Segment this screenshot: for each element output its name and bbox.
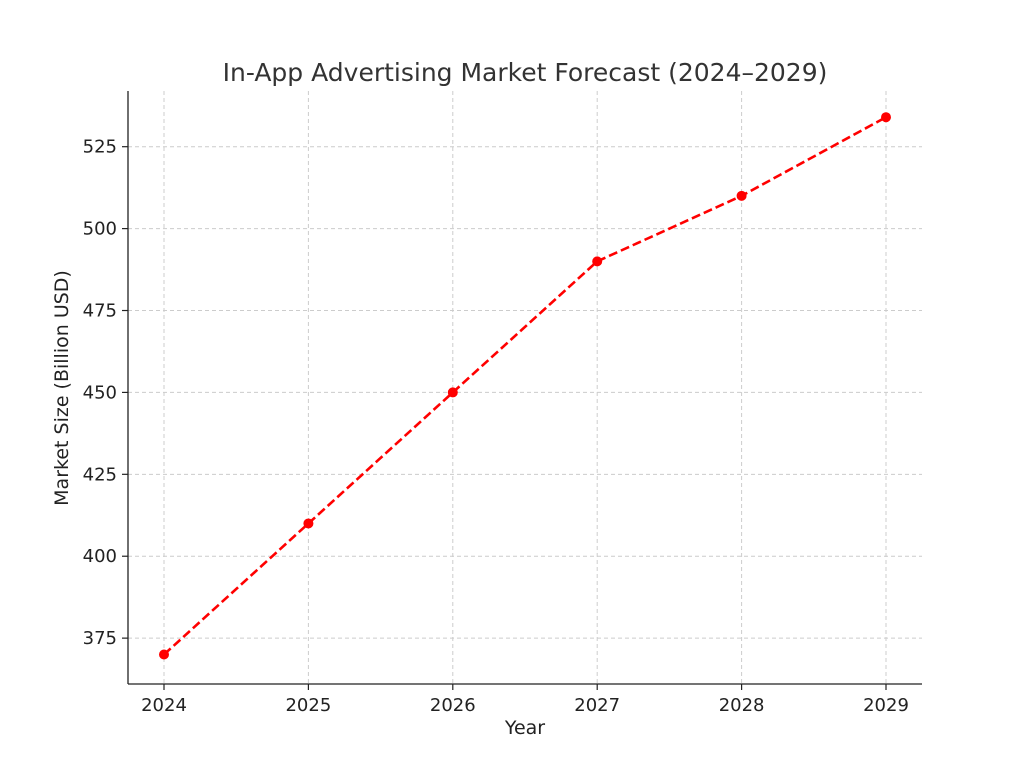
- y-tick-label: 475: [83, 301, 117, 322]
- y-tick-label: 500: [83, 219, 117, 240]
- axis-ticks: 2024 2025 2026 2027 2028 2029 375 400 425 450 475 5…: [83, 137, 909, 716]
- y-tick-label: 450: [83, 382, 117, 403]
- x-tick-label: 2028: [719, 695, 765, 716]
- data-point: [159, 649, 169, 660]
- y-tick-label: 425: [83, 464, 117, 485]
- series-line: [163, 116, 887, 656]
- chart-title: In-App Advertising Market Forecast (2024…: [223, 58, 828, 87]
- data-point: [592, 256, 603, 267]
- x-tick-label: 2029: [863, 695, 909, 716]
- x-tick-label: 2024: [141, 695, 187, 716]
- y-axis-label: Market Size (Billion USD): [51, 270, 73, 506]
- data-point: [881, 112, 891, 123]
- y-tick-label: 400: [83, 546, 117, 567]
- x-tick-label: 2027: [574, 695, 620, 716]
- y-tick-label: 375: [83, 628, 117, 649]
- series: [159, 112, 891, 660]
- x-tick-label: 2026: [430, 695, 476, 716]
- grid: [128, 91, 922, 684]
- data-point: [447, 387, 458, 398]
- y-tick-label: 525: [83, 137, 117, 158]
- x-axis-label: Year: [504, 717, 545, 739]
- data-point: [736, 190, 747, 201]
- x-tick-label: 2025: [285, 695, 331, 716]
- data-point: [303, 518, 314, 529]
